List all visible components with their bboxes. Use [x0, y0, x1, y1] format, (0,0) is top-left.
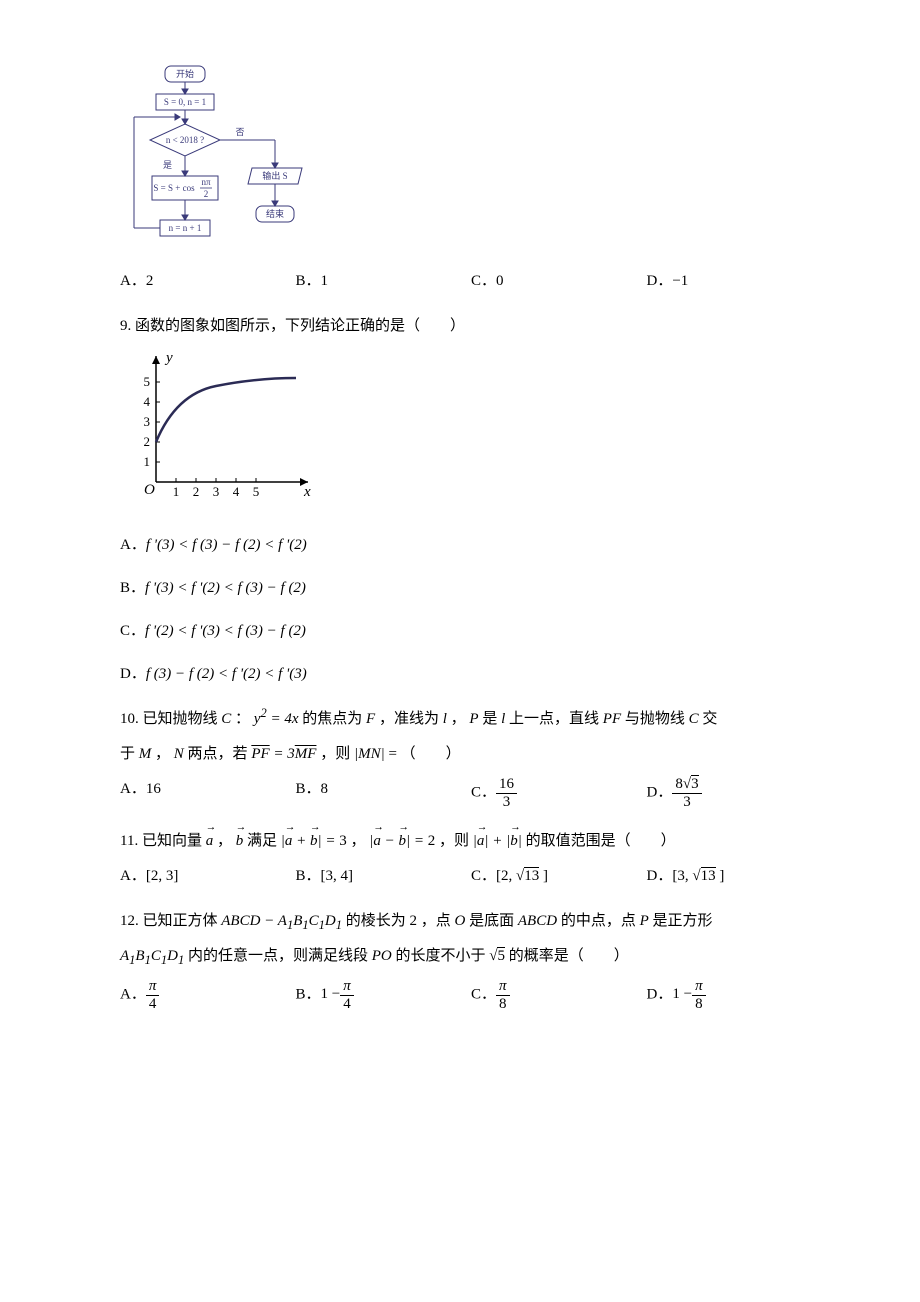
- q9-graph: O 1 2 3 4 5 1 2 3 4 5 x y: [120, 348, 820, 516]
- q8-opt-c: C．0: [471, 268, 645, 295]
- q10-options: A．16 B．8 C．163 D．8√33: [120, 776, 820, 810]
- q11-opt-c: C．[2, √13 ]: [471, 863, 645, 890]
- fc-yes: 是: [163, 160, 172, 170]
- q8-flowchart: 开始 S = 0, n = 1 n < 2018 ? 是 否 S = S + c…: [120, 60, 820, 262]
- svg-text:x: x: [303, 484, 311, 500]
- svg-text:5: 5: [144, 374, 151, 389]
- q10-stem: 10. 已知抛物线 C ： y2 = 4x 的焦点为 F ，准线为 l ， P …: [120, 706, 820, 733]
- q11-opt-b: B．[3, 4]: [296, 863, 470, 890]
- fc-end: 结束: [266, 208, 284, 219]
- q8-opt-d: D．−1: [647, 268, 821, 295]
- q9-stem: 9. 函数的图象如图所示，下列结论正确的是（ ）: [120, 313, 820, 340]
- fc-start: 开始: [176, 68, 194, 79]
- q12-options: A．π4 B．1 − π4 C．π8 D．1 − π8: [120, 978, 820, 1012]
- q12-opt-d: D．1 − π8: [647, 978, 821, 1012]
- q8-options: A．2 B．1 C．0 D．−1: [120, 268, 820, 295]
- fc-cond: n < 2018 ?: [166, 135, 204, 145]
- q12-opt-b: B．1 − π4: [296, 978, 470, 1012]
- q11-options: A．[2, 3] B．[3, 4] C．[2, √13 ] D．[3, √13 …: [120, 863, 820, 890]
- q11-opt-d: D．[3, √13 ]: [647, 863, 821, 890]
- svg-text:3: 3: [144, 414, 151, 429]
- q12-stem: 12. 已知正方体 ABCD − A1B1C1D1 的棱长为 2 ，点 O 是底…: [120, 908, 820, 935]
- q9-opt-c: C．f '(2) < f '(3) < f (3) − f (2): [120, 618, 820, 645]
- q10-opt-d: D．8√33: [647, 776, 821, 810]
- q10-stem-2: 于 M ， N 两点，若 PF = 3MF ，则 |MN| = （ ）: [120, 741, 820, 768]
- q10-opt-b: B．8: [296, 776, 470, 810]
- q8-opt-b: B．1: [296, 268, 470, 295]
- fc-step-num: nπ: [201, 177, 211, 187]
- flowchart-svg: 开始 S = 0, n = 1 n < 2018 ? 是 否 S = S + c…: [120, 60, 320, 252]
- fc-init: S = 0, n = 1: [164, 97, 206, 107]
- q9-opt-b: B．f '(3) < f '(2) < f (3) − f (2): [120, 575, 820, 602]
- svg-text:2: 2: [193, 484, 200, 499]
- q9-opt-a: A．f '(3) < f (3) − f (2) < f '(2): [120, 532, 820, 559]
- fc-out: 输出 S: [262, 170, 287, 181]
- svg-text:3: 3: [213, 484, 220, 499]
- svg-text:4: 4: [233, 484, 240, 499]
- fc-inc: n = n + 1: [169, 223, 202, 233]
- q12-stem-2: A1B1C1D1 内的任意一点，则满足线段 PO 的长度不小于 √5 的概率是（…: [120, 943, 820, 970]
- svg-text:2: 2: [144, 434, 151, 449]
- svg-text:4: 4: [144, 394, 151, 409]
- q10-opt-c: C．163: [471, 776, 645, 810]
- q11-stem: 11. 已知向量 a ， b 满足 |a + b| = 3 ， |a − b| …: [120, 828, 820, 855]
- q12-opt-a: A．π4: [120, 978, 294, 1012]
- q11-opt-a: A．[2, 3]: [120, 863, 294, 890]
- fc-step-main: S = S + cos: [153, 183, 195, 193]
- q8-opt-a: A．2: [120, 268, 294, 295]
- svg-text:1: 1: [173, 484, 180, 499]
- q9-opt-d: D．f (3) − f (2) < f '(2) < f '(3): [120, 661, 820, 688]
- fc-no: 否: [235, 127, 244, 137]
- svg-text:O: O: [144, 482, 155, 498]
- svg-text:1: 1: [144, 454, 151, 469]
- fc-step-den: 2: [204, 189, 209, 199]
- q10-opt-a: A．16: [120, 776, 294, 810]
- q9-options: A．f '(3) < f (3) − f (2) < f '(2) B．f '(…: [120, 532, 820, 688]
- svg-text:5: 5: [253, 484, 260, 499]
- q12-opt-c: C．π8: [471, 978, 645, 1012]
- svg-text:y: y: [164, 350, 173, 366]
